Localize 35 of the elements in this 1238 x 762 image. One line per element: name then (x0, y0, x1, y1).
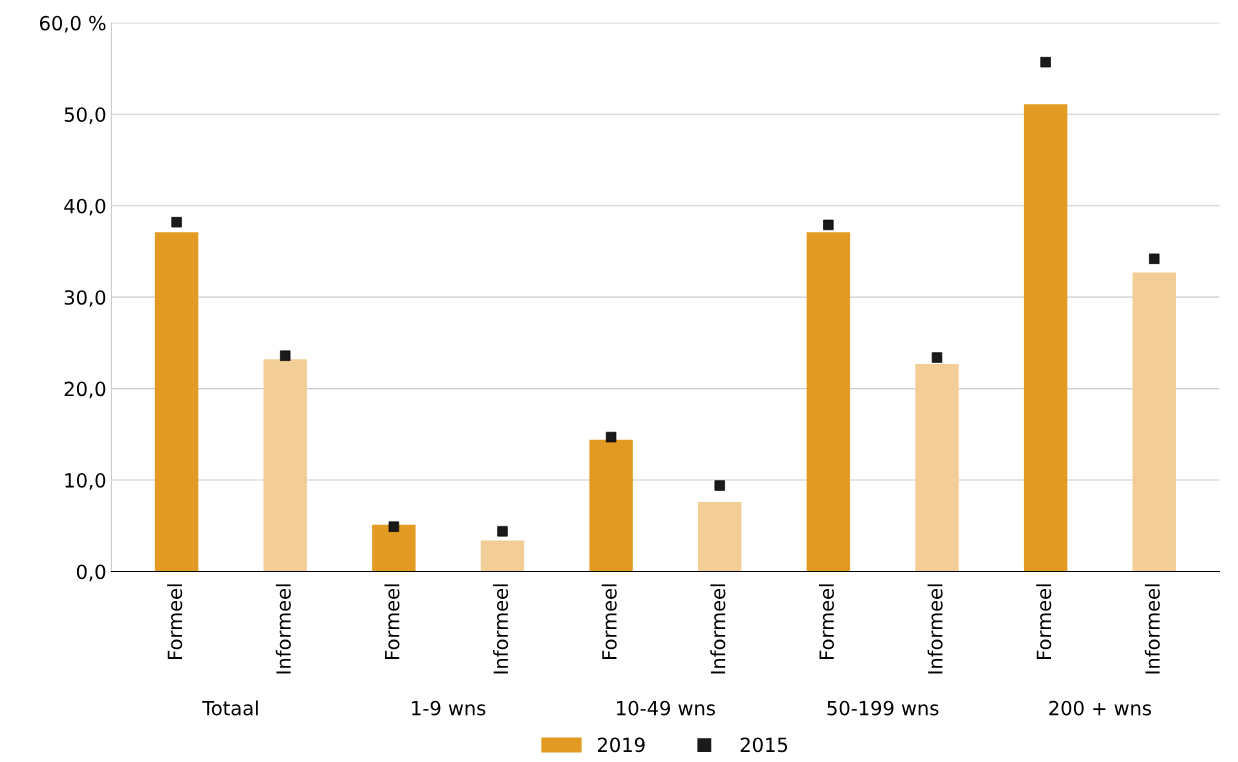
bar (915, 363, 959, 572)
y-tick-label: 60,0 % (39, 15, 106, 33)
x-tick-label: Informeel (493, 584, 509, 674)
x-tick-label: Informeel (710, 584, 726, 674)
x-tick-label: Formeel (1036, 584, 1052, 659)
bar (263, 359, 307, 572)
bar (1132, 272, 1176, 572)
x-tick-label: Informeel (275, 584, 291, 674)
y-tick-label: 20,0 (64, 381, 106, 399)
y-tick-label: 30,0 (64, 290, 106, 307)
bar (1023, 104, 1068, 572)
bar (806, 232, 851, 572)
x-tick-label: Formeel (384, 584, 400, 659)
x-tick-label: Formeel (167, 584, 183, 659)
bar (372, 524, 416, 572)
text: 10-49 wns (617, 700, 715, 716)
legend-label: 2015 (740, 737, 788, 753)
x-tick-label: Formeel (818, 584, 835, 659)
bar (480, 540, 525, 572)
x-tick-label: Informeel (1144, 584, 1160, 674)
text: 1-9 wns (412, 700, 486, 716)
point (1149, 253, 1160, 264)
y-tick-label: 40,0 (64, 198, 106, 216)
text: Totaal (202, 700, 258, 716)
text: 50-199 wns (827, 700, 939, 716)
y-tick-label: 0,0 (76, 564, 106, 582)
x-tick-label: Informeel (927, 584, 943, 674)
x-tick-label: Formeel (601, 584, 617, 659)
legend-label: 2019 (597, 737, 645, 753)
bar (154, 232, 199, 572)
text: 200 + wns (1049, 700, 1152, 716)
bar (698, 502, 742, 572)
y-tick-label: 50,0 (64, 107, 106, 124)
bar (589, 439, 633, 572)
y-tick-label: 10,0 (65, 473, 106, 490)
